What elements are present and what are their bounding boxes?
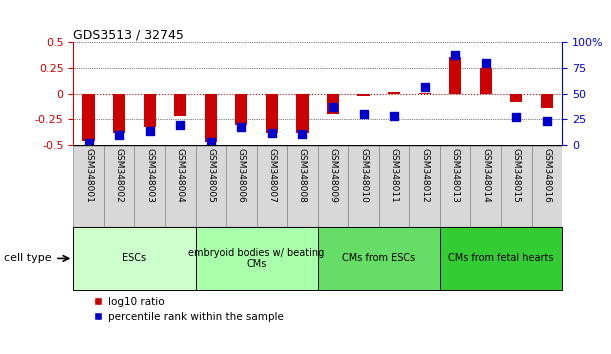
Text: GSM348015: GSM348015: [512, 148, 521, 202]
Bar: [113, 94, 125, 133]
Point: [84, 140, 93, 146]
Text: ESCs: ESCs: [122, 253, 147, 263]
Bar: [296, 94, 309, 133]
Bar: [532, 145, 562, 227]
Text: GSM348016: GSM348016: [543, 148, 551, 202]
Bar: [480, 68, 492, 94]
Text: GSM348007: GSM348007: [268, 148, 276, 202]
Text: CMs from fetal hearts: CMs from fetal hearts: [448, 253, 554, 263]
Bar: [165, 145, 196, 227]
Point: [175, 122, 185, 127]
Text: GSM348012: GSM348012: [420, 148, 429, 202]
Bar: [104, 145, 134, 227]
Bar: [134, 145, 165, 227]
Bar: [357, 94, 370, 96]
Text: cell type: cell type: [4, 253, 52, 263]
Point: [145, 128, 155, 133]
Text: GSM348004: GSM348004: [176, 148, 185, 202]
Point: [114, 132, 124, 138]
Point: [267, 130, 277, 136]
Legend: log10 ratio, percentile rank within the sample: log10 ratio, percentile rank within the …: [89, 293, 288, 326]
Point: [389, 114, 399, 119]
Text: embryoid bodies w/ beating
CMs: embryoid bodies w/ beating CMs: [189, 247, 324, 269]
Text: GSM348001: GSM348001: [84, 148, 93, 202]
Bar: [449, 57, 461, 94]
Bar: [196, 227, 318, 290]
Bar: [348, 145, 379, 227]
Bar: [318, 227, 440, 290]
Bar: [470, 145, 501, 227]
Bar: [440, 227, 562, 290]
Bar: [235, 94, 247, 125]
Bar: [541, 94, 553, 108]
Bar: [266, 94, 278, 133]
Bar: [196, 145, 226, 227]
Text: GSM348003: GSM348003: [145, 148, 154, 202]
Bar: [144, 94, 156, 127]
Bar: [174, 94, 186, 116]
Point: [481, 60, 491, 66]
Text: GSM348013: GSM348013: [451, 148, 459, 202]
Point: [298, 131, 307, 137]
Bar: [440, 145, 470, 227]
Text: GSM348009: GSM348009: [329, 148, 337, 202]
Text: GSM348014: GSM348014: [481, 148, 490, 202]
Point: [511, 115, 521, 120]
Point: [450, 52, 460, 58]
Point: [236, 124, 246, 130]
Text: GDS3513 / 32745: GDS3513 / 32745: [73, 28, 184, 41]
Point: [542, 118, 552, 123]
Bar: [501, 145, 532, 227]
Point: [359, 112, 368, 117]
Text: GSM348006: GSM348006: [237, 148, 246, 202]
Bar: [287, 145, 318, 227]
Bar: [510, 94, 522, 102]
Text: GSM348010: GSM348010: [359, 148, 368, 202]
Text: GSM348005: GSM348005: [207, 148, 215, 202]
Bar: [205, 94, 217, 142]
Bar: [318, 145, 348, 227]
Point: [206, 139, 216, 145]
Bar: [257, 145, 287, 227]
Point: [420, 84, 430, 90]
Text: GSM348011: GSM348011: [390, 148, 398, 202]
Bar: [409, 145, 440, 227]
Bar: [226, 145, 257, 227]
Bar: [379, 145, 409, 227]
Bar: [327, 94, 339, 114]
Text: GSM348002: GSM348002: [115, 148, 123, 202]
Bar: [419, 93, 431, 94]
Bar: [388, 92, 400, 94]
Point: [328, 104, 338, 110]
Text: CMs from ESCs: CMs from ESCs: [342, 253, 415, 263]
Bar: [73, 145, 104, 227]
Text: GSM348008: GSM348008: [298, 148, 307, 202]
Bar: [82, 94, 95, 141]
Bar: [73, 227, 196, 290]
